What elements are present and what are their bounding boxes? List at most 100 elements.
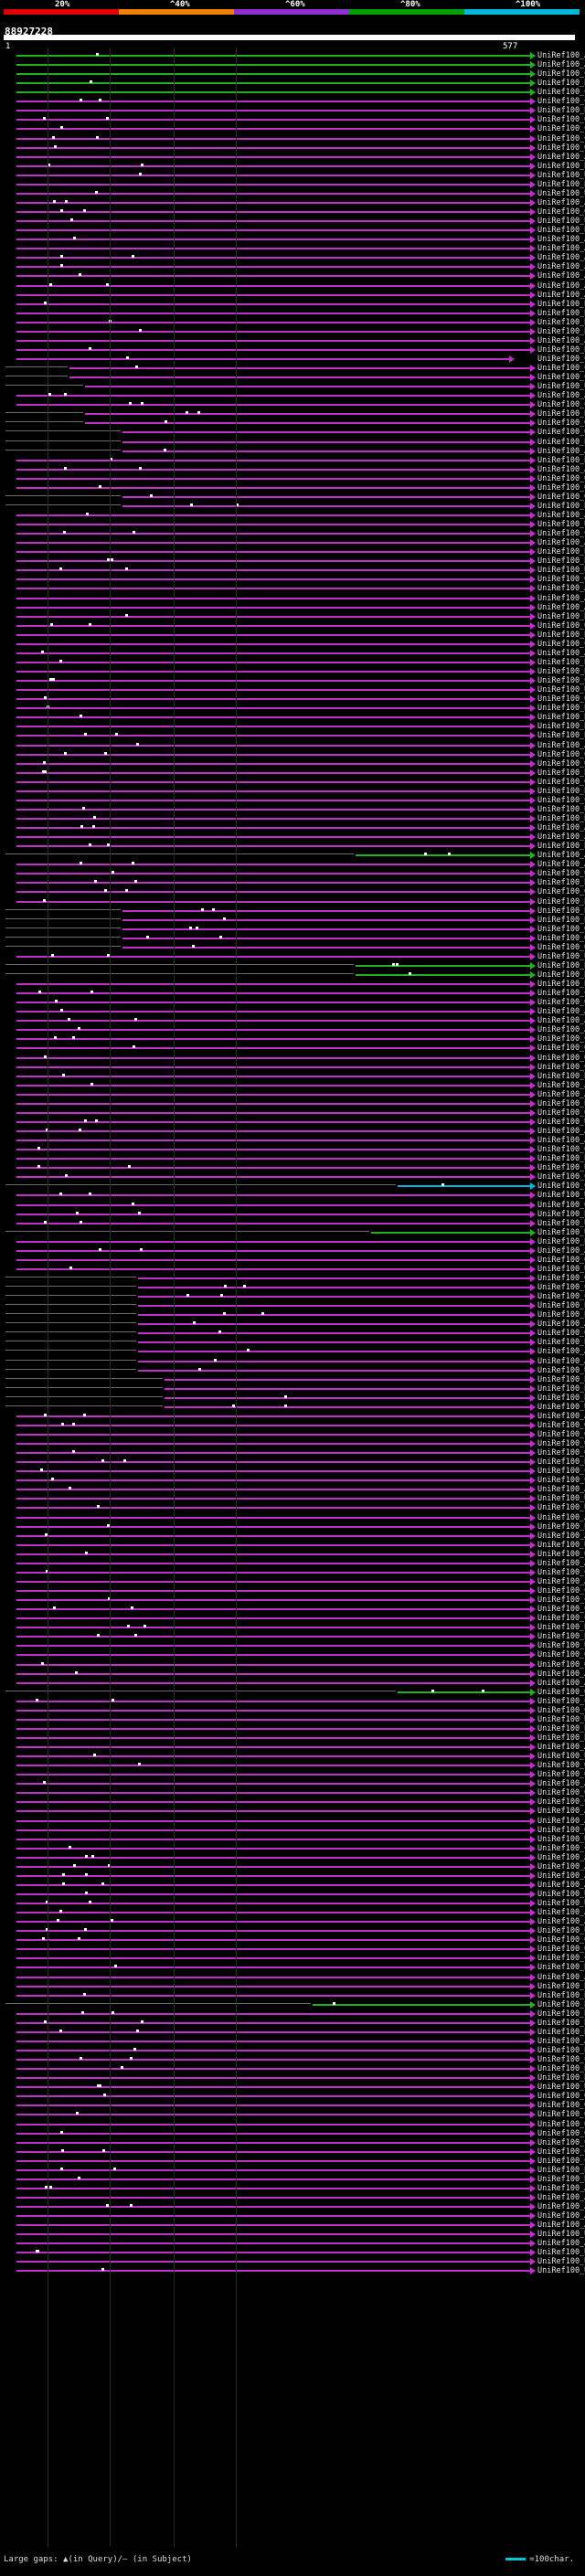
hit-accession-link[interactable]: UniRef100_A9ZUN7 — [537, 851, 585, 861]
hit-accession-link[interactable]: UniRef100_A7PAC3 — [537, 235, 585, 245]
hit-accession-link[interactable]: UniRef100_C5XFT2 — [537, 676, 585, 686]
hit-accession-link[interactable]: UniRef100_B9SMI5 — [537, 786, 585, 796]
hit-accession-link[interactable]: UniRef100_C6ZRM7 — [537, 97, 585, 107]
hit-accession-link[interactable]: UniRef100_A5BK51 — [537, 1576, 585, 1586]
hit-accession-link[interactable]: UniRef100_B8WP14 — [537, 1310, 585, 1320]
hit-accession-link[interactable]: UniRef100_A7QU12 — [537, 197, 585, 207]
hit-accession-link[interactable]: UniRef100_A5C195 — [537, 1871, 585, 1881]
hit-accession-link[interactable]: UniRef100_C3W4W5 — [537, 1476, 585, 1486]
hit-accession-link[interactable]: UniRef100_UP1000... — [537, 2083, 585, 2093]
hit-accession-link[interactable]: UniRef100_Q7XTT9 — [537, 942, 585, 952]
hit-accession-link[interactable]: UniRef100_UP1000... — [537, 1834, 585, 1844]
hit-accession-link[interactable]: UniRef100_Q10JA9 — [537, 492, 585, 502]
hit-accession-link[interactable]: UniRef100_B9T6K5 — [537, 106, 585, 116]
hit-accession-link[interactable]: UniRef100_B9T508 — [537, 317, 585, 327]
hit-accession-link[interactable]: UniRef100_Q9SJT0 — [537, 1108, 585, 1118]
hit-accession-link[interactable]: UniRef100_A2Y6J5 — [537, 1779, 585, 1789]
hit-accession-link[interactable]: UniRef100_UP1000... — [537, 951, 585, 961]
hit-accession-link[interactable]: UniRef100_B9NWL9 — [537, 2073, 585, 2083]
hit-accession-link[interactable]: UniRef100_A2BCY9 — [537, 1880, 585, 1890]
hit-accession-link[interactable]: UniRef100_B9REW5 — [537, 768, 585, 778]
hit-accession-link[interactable]: UniRef100_A2WV76 — [537, 860, 585, 870]
hit-accession-link[interactable]: UniRef100_UP1000... — [537, 1890, 585, 1899]
hit-accession-link[interactable]: UniRef100_Q8RY05 — [537, 1770, 585, 1780]
hit-accession-link[interactable]: UniRef100_C5Z2C2 — [537, 1172, 585, 1182]
hit-accession-link[interactable]: UniRef100_C5Z3R4 — [537, 1954, 585, 1964]
hit-accession-link[interactable]: UniRef100_UP1000... — [537, 1163, 585, 1173]
hit-accession-link[interactable]: UniRef100_Q10DI4 — [537, 1659, 585, 1670]
hit-accession-link[interactable]: UniRef100_C6FF61 — [537, 1696, 585, 1706]
hit-accession-link[interactable]: UniRef100_Q75I56 — [537, 473, 585, 483]
hit-accession-link[interactable]: UniRef100_A7U518 — [537, 262, 585, 272]
hit-accession-link[interactable]: UniRef100_A7QE50 — [537, 1411, 585, 1421]
hit-accession-link[interactable]: UniRef100_UP1000... — [537, 1494, 585, 1504]
hit-accession-link[interactable]: UniRef100_UP1000... — [537, 2257, 585, 2267]
hit-accession-link[interactable]: UniRef100_B9H3U9 — [537, 1623, 585, 1633]
hit-accession-link[interactable]: UniRef100_UP1000... — [537, 1641, 585, 1651]
hit-accession-link[interactable]: UniRef100_B9T3S1 — [537, 1981, 585, 1991]
hit-accession-link[interactable]: UniRef100_Q9FID0 — [537, 143, 585, 153]
hit-accession-link[interactable]: UniRef100_B9MGM2 — [537, 308, 585, 318]
hit-accession-link[interactable]: UniRef100_B9NWL0 — [537, 842, 585, 852]
hit-accession-link[interactable]: UniRef100_Q9T020 — [537, 1329, 585, 1339]
hit-accession-link[interactable]: UniRef100_A7VM44 — [537, 1807, 585, 1817]
hit-accession-link[interactable]: UniRef100_C5YVM2 — [537, 529, 585, 539]
hit-accession-link[interactable]: UniRef100_A7U520 — [537, 253, 585, 263]
hit-accession-link[interactable]: UniRef100_A9R174 — [537, 1007, 585, 1017]
hit-accession-link[interactable]: UniRef100_UP1000... — [537, 804, 585, 814]
hit-accession-link[interactable]: UniRef100_UP1000... — [537, 1752, 585, 1762]
hit-accession-link[interactable]: UniRef100_A7PTJ9 — [537, 740, 585, 750]
hit-accession-link[interactable]: UniRef100_Q0LK35 — [537, 1255, 585, 1265]
hit-accession-link[interactable]: UniRef100_C5XV53 — [537, 1567, 585, 1577]
hit-accession-link[interactable]: UniRef100_B8ABT3 — [537, 722, 585, 732]
hit-accession-link[interactable]: UniRef100_A5C653 — [537, 1127, 585, 1137]
hit-accession-link[interactable]: UniRef100_A7Q4K5 — [537, 1512, 585, 1522]
hit-accession-link[interactable]: UniRef100_C6ZRM1 — [537, 88, 585, 98]
hit-accession-link[interactable]: UniRef100_B9I0V4 — [537, 547, 585, 557]
hit-accession-link[interactable]: UniRef100_Q5NBC2 — [537, 694, 585, 705]
hit-accession-link[interactable]: UniRef100_Q9ND22 — [537, 998, 585, 1008]
hit-accession-link[interactable]: UniRef100_UP1000... — [537, 217, 585, 227]
hit-accession-link[interactable]: UniRef100_C5YTP2 — [537, 1705, 585, 1715]
hit-accession-link[interactable]: UniRef100_B5KG98 — [537, 1733, 585, 1743]
hit-accession-link[interactable]: UniRef100_Q0LJV1 — [537, 933, 585, 943]
hit-accession-link[interactable]: UniRef100_B9SHE3 — [537, 1338, 585, 1348]
hit-accession-link[interactable]: UniRef100_C5WTK1 — [537, 2156, 585, 2166]
hit-accession-link[interactable]: UniRef100_UP1000... — [537, 1540, 585, 1550]
hit-accession-link[interactable]: UniRef100_UP1000... — [537, 1503, 585, 1513]
hit-accession-link[interactable]: UniRef100_A7PAB8 — [537, 511, 585, 520]
hit-accession-link[interactable]: UniRef100_B9SZ56 — [537, 326, 585, 336]
hit-accession-link[interactable]: UniRef100_B8AZK3 — [537, 2027, 585, 2037]
hit-accession-link[interactable]: UniRef100_Q33B94 — [537, 1439, 585, 1449]
hit-accession-link[interactable]: UniRef100_A2WVH5 — [537, 584, 585, 594]
hit-accession-link[interactable]: UniRef100_A5BGN5 — [537, 2211, 585, 2221]
hit-accession-link[interactable]: UniRef100_UP1000... — [537, 1117, 585, 1127]
hit-accession-link[interactable]: UniRef100_C5XFS4 — [537, 1843, 585, 1853]
hit-accession-link[interactable]: UniRef100_A7QRT5 — [537, 2036, 585, 2046]
hit-accession-link[interactable]: UniRef100_A7PN79 — [537, 2183, 585, 2193]
hit-accession-link[interactable]: UniRef100_A2YJK8 — [537, 2239, 585, 2249]
hit-accession-link[interactable]: UniRef100_UP1000... — [537, 1365, 585, 1375]
hit-accession-link[interactable]: UniRef100_A7QEF9 — [537, 1669, 585, 1679]
hit-accession-link[interactable]: UniRef100_Q0JP06 — [537, 1687, 585, 1697]
hit-accession-link[interactable]: UniRef100_C5X0H5 — [537, 989, 585, 999]
hit-accession-link[interactable]: UniRef100_B9S863 — [537, 2064, 585, 2074]
hit-accession-link[interactable]: UniRef100_Q1PEM5 — [537, 2128, 585, 2138]
hit-accession-link[interactable]: UniRef100_B9RX61 — [537, 731, 585, 741]
hit-accession-link[interactable]: UniRef100_A7PWB5 — [537, 464, 585, 474]
hit-accession-link[interactable]: UniRef100_UP1000... — [537, 2230, 585, 2240]
hit-accession-link[interactable]: UniRef100_Q9M2M1 — [537, 2119, 585, 2129]
hit-accession-link[interactable]: UniRef100_B9S4D9 — [537, 1999, 585, 2009]
hit-accession-link[interactable]: UniRef100_A5BQQ1 — [537, 1356, 585, 1366]
hit-accession-link[interactable]: UniRef100_B9FTZ7 — [537, 1632, 585, 1642]
hit-accession-link[interactable]: UniRef100_B8BNM4 — [537, 1393, 585, 1403]
hit-accession-link[interactable]: UniRef100_Q9SB39 — [537, 419, 585, 429]
hit-accession-link[interactable]: UniRef100_C0HFE3 — [537, 1182, 585, 1192]
hit-accession-link[interactable]: UniRef100_B9GCQ1 — [537, 1383, 585, 1394]
hit-accession-link[interactable]: UniRef100_A7PWB3 — [537, 51, 585, 60]
hit-accession-link[interactable]: UniRef100_A5AH51 — [537, 2221, 585, 2231]
hit-accession-link[interactable]: UniRef100_UP1000... — [537, 1899, 585, 1909]
hit-accession-link[interactable]: UniRef100_UP1000... — [537, 2248, 585, 2258]
hit-accession-link[interactable]: UniRef100_B8BI08 — [537, 1458, 585, 1468]
hit-accession-link[interactable]: UniRef100_B9H0U5 — [537, 878, 585, 888]
